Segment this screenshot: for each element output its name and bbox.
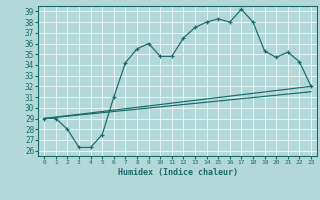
X-axis label: Humidex (Indice chaleur): Humidex (Indice chaleur): [118, 168, 238, 177]
